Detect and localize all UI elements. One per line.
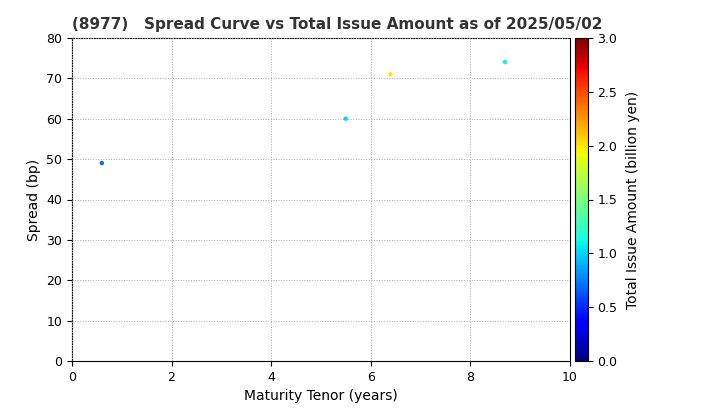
Point [384, 71, 396, 78]
Y-axis label: Spread (bp): Spread (bp) [27, 158, 41, 241]
X-axis label: Maturity Tenor (years): Maturity Tenor (years) [244, 389, 397, 404]
Point [499, 59, 510, 66]
Point [96, 160, 107, 166]
Y-axis label: Total Issue Amount (billion yen): Total Issue Amount (billion yen) [626, 90, 640, 309]
Point [340, 115, 351, 122]
Text: (8977)   Spread Curve vs Total Issue Amount as of 2025/05/02: (8977) Spread Curve vs Total Issue Amoun… [72, 18, 603, 32]
